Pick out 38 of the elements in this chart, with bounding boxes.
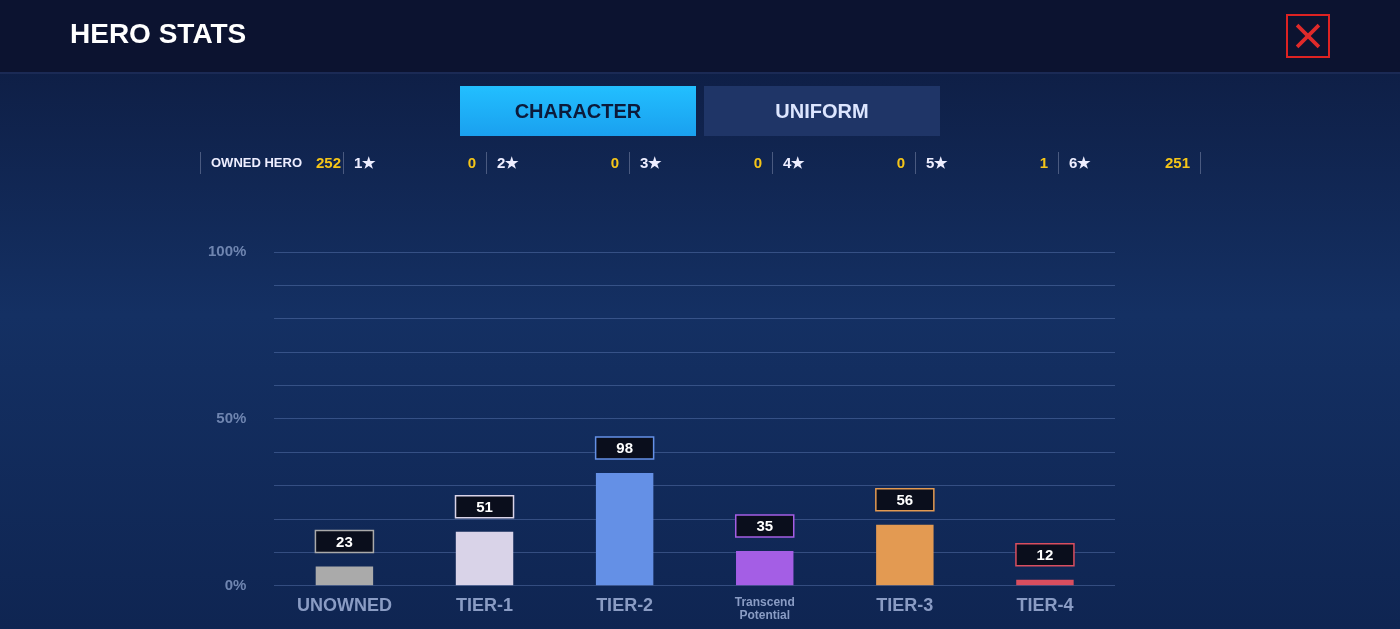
chart-title: HERO STATS [70,18,247,50]
text: CHARACTER [460,86,696,136]
x-tick-label: Transcend Potential [734,595,795,623]
text: 252 [316,153,342,173]
text: 1 [1039,153,1048,173]
annotation: 35 [756,517,774,535]
text: 1★ [354,153,376,173]
text: 0 [610,153,619,173]
annotation: 12 [1036,545,1054,563]
text: 2★ [497,153,519,173]
annotation: 23 [336,532,353,550]
annotation: 51 [476,497,493,515]
x-tick-label: TIER-2 [596,595,654,616]
x-tick-label: TIER-3 [876,595,934,616]
x-tick-label: TIER-1 [456,595,514,616]
text: 0 [753,153,762,173]
y-tick-label: 50% [216,409,247,427]
annotation: 56 [896,490,914,508]
y-tick-label: 0% [224,575,247,593]
x-tick-label: TIER-4 [1016,595,1074,616]
bar [455,531,514,586]
text: OWNED HERO [211,154,302,172]
x-tick-label: UNOWNED [296,595,392,616]
text: UNIFORM [704,86,940,136]
text: 251 [1164,153,1190,173]
text: 6★ [1069,153,1091,173]
bar [315,566,374,586]
text: 0 [467,153,476,173]
text: 3★ [640,153,662,173]
text: 5★ [926,153,948,173]
annotation: 98 [616,439,633,457]
y-tick-label: 100% [207,242,247,260]
bar [876,524,934,586]
text: 0 [896,153,905,173]
bar [1016,579,1074,586]
bar [595,472,654,586]
text: 4★ [783,153,805,173]
bar [736,551,794,586]
